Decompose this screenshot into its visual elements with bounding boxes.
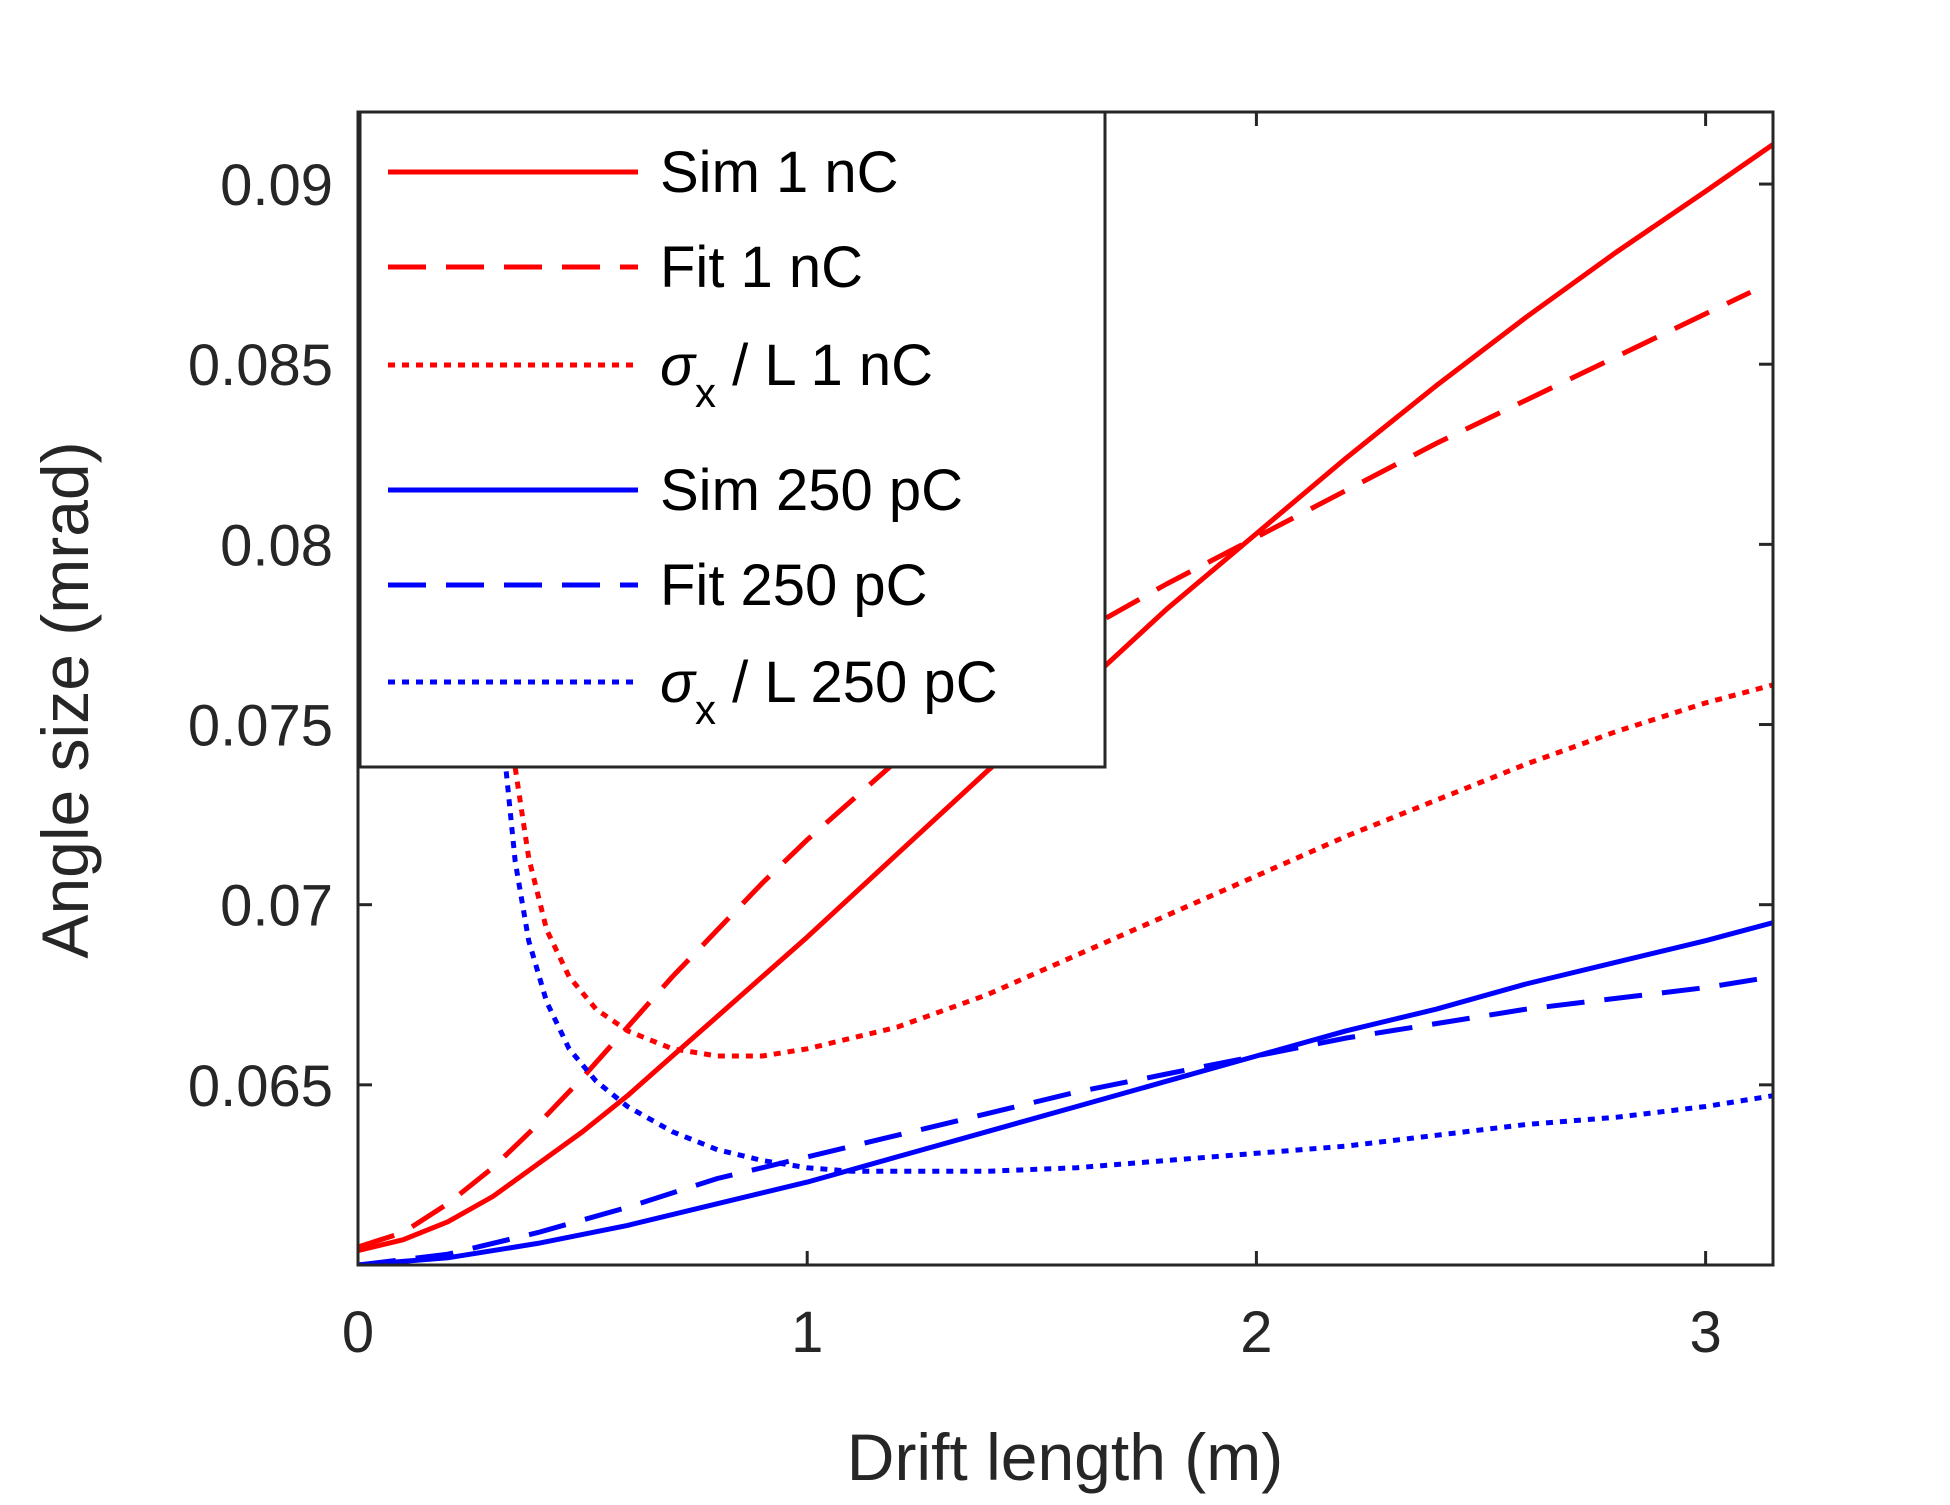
- y-tick-label: 0.075: [188, 694, 333, 759]
- series-line-3: [512, 682, 1773, 1059]
- series-line-2: [358, 289, 1752, 1250]
- legend-label-sub: x: [695, 686, 716, 733]
- x-tick-label: 2: [1240, 1300, 1272, 1365]
- legend-label-rest: / L 250 pC: [716, 650, 998, 715]
- x-tick-label: 3: [1689, 1300, 1721, 1365]
- series-line-4: [358, 920, 1773, 1265]
- y-axis-title: Angle size (mrad): [28, 441, 102, 958]
- y-tick-label: 0.085: [188, 333, 333, 398]
- y-tick-label: 0.09: [220, 153, 333, 218]
- x-axis-title: Drift length (m): [847, 1420, 1283, 1494]
- legend-label: Sim 1 nC: [660, 140, 899, 205]
- legend-label-rest: / L 1 nC: [716, 333, 933, 398]
- legend-label-sigma: σ: [660, 650, 697, 715]
- series-line-5: [358, 974, 1773, 1265]
- legend-label: σx / L 1 nC: [660, 333, 933, 416]
- legend-item: Fit 250 pC: [388, 553, 928, 618]
- legend-item: Sim 250 pC: [388, 458, 963, 523]
- y-tick-label: 0.07: [220, 874, 333, 939]
- legend-label: Fit 250 pC: [660, 553, 928, 618]
- x-tick-label: 1: [791, 1300, 823, 1365]
- axes-layer: 0 1 2 3 0.065 0.07 0.075 0.08 0.085 0.09: [188, 110, 1775, 1365]
- series-line-6: [503, 771, 1773, 1174]
- series-line-1: [358, 142, 1773, 1254]
- legend-item: σx / L 1 nC: [388, 333, 933, 416]
- legend-label-sigma: σ: [660, 333, 697, 398]
- y-tick-label: 0.08: [220, 513, 333, 578]
- legend-box: [358, 110, 1107, 769]
- legend-label-sub: x: [695, 369, 716, 416]
- x-tick-label: 0: [342, 1300, 374, 1365]
- legend-label: Fit 1 nC: [660, 235, 863, 300]
- legend-item: Fit 1 nC: [388, 235, 863, 300]
- series-layer: [358, 142, 1773, 1265]
- legend-item: σx / L 250 pC: [388, 650, 998, 733]
- legend-label: Sim 250 pC: [660, 458, 963, 523]
- y-tick-label: 0.065: [188, 1054, 333, 1119]
- legend-label: σx / L 250 pC: [660, 650, 998, 733]
- legend-item: Sim 1 nC: [388, 140, 899, 205]
